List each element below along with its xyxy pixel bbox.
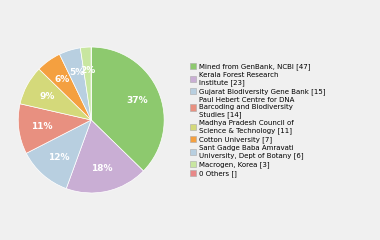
Wedge shape	[80, 47, 91, 120]
Wedge shape	[91, 47, 164, 171]
Wedge shape	[26, 120, 91, 189]
Wedge shape	[60, 48, 91, 120]
Wedge shape	[39, 54, 91, 120]
Wedge shape	[66, 120, 143, 193]
Legend: Mined from GenBank, NCBI [47], Kerala Forest Research
Institute [23], Gujarat Bi: Mined from GenBank, NCBI [47], Kerala Fo…	[190, 63, 326, 177]
Text: 6%: 6%	[55, 75, 70, 84]
Text: 37%: 37%	[126, 96, 148, 105]
Wedge shape	[18, 104, 91, 153]
Text: 18%: 18%	[92, 164, 113, 173]
Text: 2%: 2%	[80, 66, 95, 75]
Text: 12%: 12%	[48, 153, 69, 162]
Text: 9%: 9%	[40, 92, 55, 101]
Wedge shape	[20, 69, 91, 120]
Text: 11%: 11%	[31, 122, 53, 131]
Text: 5%: 5%	[69, 68, 84, 77]
